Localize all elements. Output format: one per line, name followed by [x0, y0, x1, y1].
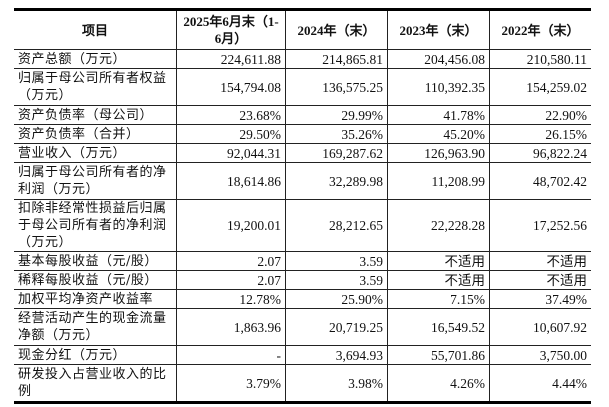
- row-value: 48,702.42: [489, 162, 591, 200]
- row-value: 214,865.81: [284, 49, 389, 69]
- row-value: 96,822.24: [489, 143, 591, 163]
- row-value: 11,208.99: [387, 162, 491, 200]
- row-value: 不适用: [387, 251, 491, 271]
- row-value: 204,456.08: [387, 49, 491, 69]
- row-value: 2.07: [176, 251, 286, 271]
- row-value: 10,607.92: [489, 308, 591, 346]
- financial-data-table: 项目 2025年6月末（1-6月） 2024年（末） 2023年（末） 2022…: [14, 8, 591, 404]
- row-value: 224,611.88: [176, 49, 286, 69]
- row-value: 22.90%: [489, 105, 591, 125]
- row-value: 3.98%: [284, 364, 389, 403]
- row-value: 17,252.56: [489, 199, 591, 252]
- row-value: 169,287.62: [284, 143, 389, 163]
- table-row: 资产负债率（母公司） 23.68% 29.99% 41.78% 22.90%: [14, 105, 591, 125]
- row-label: 归属于母公司所有者的净利润（万元）: [14, 162, 177, 200]
- table-row: 经营活动产生的现金流量净额（万元） 1,863.96 20,719.25 16,549…: [14, 308, 591, 346]
- row-value: 210,580.11: [489, 49, 591, 69]
- row-value: 136,575.25: [284, 68, 389, 106]
- row-value: 20,719.25: [284, 308, 389, 346]
- header-row: 项目 2025年6月末（1-6月） 2024年（末） 2023年（末） 2022…: [14, 9, 591, 50]
- row-value: 110,392.35: [387, 68, 491, 106]
- row-label: 现金分红（万元）: [14, 345, 177, 365]
- header-2022: 2022年（末）: [489, 9, 591, 50]
- table-row: 营业收入（万元） 92,044.31 169,287.62 126,963.90 96,…: [14, 143, 591, 163]
- row-label: 稀释每股收益（元/股）: [14, 270, 177, 290]
- row-value: 35.26%: [284, 124, 389, 144]
- row-label: 资产负债率（母公司）: [14, 105, 177, 125]
- table-row: 现金分红（万元） -3,694.93 55,701.86 3,750.00: [14, 345, 591, 365]
- row-value: 126,963.90: [387, 143, 491, 163]
- table-row: 稀释每股收益（元/股） 2.07 3.59 不适用 不适用: [14, 270, 591, 290]
- row-value: 28,212.65: [284, 199, 389, 252]
- row-value: 16,549.52: [387, 308, 491, 346]
- row-value: 32,289.98: [284, 162, 389, 200]
- header-2023: 2023年（末）: [387, 9, 491, 50]
- table-row: 研发投入占营业收入的比例 3.79% 3.98% 4.26% 4.44%: [14, 364, 591, 403]
- header-2024: 2024年（末）: [284, 9, 389, 50]
- row-value: 1,863.96: [176, 308, 286, 346]
- row-label: 研发投入占营业收入的比例: [14, 364, 177, 403]
- row-label: 基本每股收益（元/股）: [14, 251, 177, 271]
- row-value: 154,259.02: [489, 68, 591, 106]
- row-value: 18,614.86: [176, 162, 286, 200]
- row-label: 扣除非经常性损益后归属于母公司所有者的净利润（万元）: [14, 199, 177, 252]
- row-label: 经营活动产生的现金流量净额（万元）: [14, 308, 177, 346]
- row-value: 3,694.93: [284, 345, 389, 365]
- row-label: 归属于母公司所有者权益（万元）: [14, 68, 177, 106]
- row-value: 45.20%: [387, 124, 491, 144]
- row-value: 3,750.00: [489, 345, 591, 365]
- row-value: 41.78%: [387, 105, 491, 125]
- row-value: 7.15%: [387, 289, 491, 309]
- row-value: 4.44%: [489, 364, 591, 403]
- header-2025h1: 2025年6月末（1-6月）: [176, 9, 286, 50]
- row-value: 2.07: [176, 270, 286, 290]
- table-row: 基本每股收益（元/股） 2.07 3.59 不适用 不适用: [14, 251, 591, 271]
- table-row: 资产总额（万元） 224,611.88 214,865.81 204,456.08 21…: [14, 49, 591, 69]
- row-value: 3.59: [284, 270, 389, 290]
- row-value: 29.99%: [284, 105, 389, 125]
- row-value: 37.49%: [489, 289, 591, 309]
- row-value: 12.78%: [176, 289, 286, 309]
- table-row: 扣除非经常性损益后归属于母公司所有者的净利润（万元） 19,200.01 28,21…: [14, 199, 591, 252]
- row-value: 不适用: [387, 270, 491, 290]
- table-row: 加权平均净资产收益率 12.78% 25.90% 7.15% 37.49%: [14, 289, 591, 309]
- row-value: 26.15%: [489, 124, 591, 144]
- row-value: 不适用: [489, 270, 591, 290]
- row-value: 4.26%: [387, 364, 491, 403]
- row-label: 营业收入（万元）: [14, 143, 177, 163]
- row-value: 23.68%: [176, 105, 286, 125]
- row-label: 资产负债率（合并）: [14, 124, 177, 144]
- row-value: 29.50%: [176, 124, 286, 144]
- table-row: 归属于母公司所有者权益（万元） 154,794.08 136,575.25 110,3…: [14, 68, 591, 106]
- row-value: -: [176, 345, 286, 365]
- row-value: 3.59: [284, 251, 389, 271]
- row-value: 22,228.28: [387, 199, 491, 252]
- row-value: 154,794.08: [176, 68, 286, 106]
- row-label: 资产总额（万元）: [14, 49, 177, 69]
- row-value: 92,044.31: [176, 143, 286, 163]
- header-item: 项目: [14, 9, 177, 50]
- table-row: 归属于母公司所有者的净利润（万元） 18,614.86 32,289.98 11,20…: [14, 162, 591, 200]
- row-value: 3.79%: [176, 364, 286, 403]
- row-label: 加权平均净资产收益率: [14, 289, 177, 309]
- row-value: 不适用: [489, 251, 591, 271]
- row-value: 19,200.01: [176, 199, 286, 252]
- row-value: 55,701.86: [387, 345, 491, 365]
- row-value: 25.90%: [284, 289, 389, 309]
- table-row: 资产负债率（合并） 29.50% 35.26% 45.20% 26.15%: [14, 124, 591, 144]
